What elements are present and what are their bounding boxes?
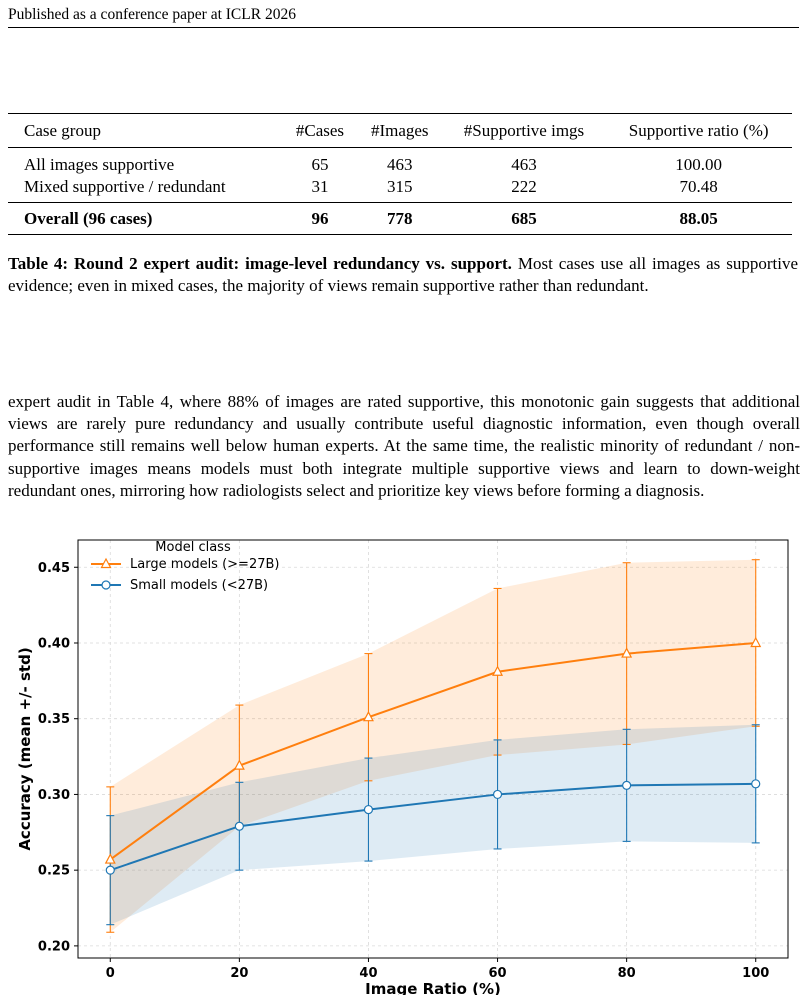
running-header: Published as a conference paper at ICLR … [8,6,296,23]
data-point-triangle [621,647,633,658]
y-tick-label: 0.25 [38,864,70,879]
table-header-row: Case group #Cases #Images #Supportive im… [8,113,792,148]
cell-case-group: All images supportive [24,155,175,174]
table-row: All images supportive 65 463 463 100.00 [8,148,792,177]
data-point-circle [105,865,115,875]
header-rule [8,27,799,28]
cell-supportive-imgs: 463 [511,155,537,174]
table-total-row: Overall (96 cases) 96 778 685 88.05 [8,202,792,235]
series-line-small [109,782,756,872]
data-point-circle [751,779,761,789]
data-point-triangle [492,665,504,676]
std-band-large [110,559,756,933]
col-cases: #Cases [282,113,357,148]
x-tick-label: 0 [106,966,115,981]
y-tick-label: 0.30 [38,788,70,803]
legend: Model class Large models (>=27B) Small mod… [91,540,279,593]
legend-title: Model class [155,540,231,555]
plot-frame [77,539,789,959]
cell-images: 778 [356,202,443,235]
accuracy-chart: 0 20 40 60 80 100 0.20 0.25 0.30 0.35 0.40 0.45 Imag… [16,539,789,995]
data-point-triangle [750,636,762,648]
cell-case-group: Overall (96 cases) [8,202,283,235]
cell-supportive-ratio: 88.05 [605,202,792,235]
cell-case-group: Mixed supportive / redundant [24,177,226,196]
cell-supportive-imgs: 222 [511,177,537,196]
x-tick-label: 20 [230,966,248,981]
table-caption: Table 4: Round 2 expert audit: image-lev… [8,253,798,297]
legend-label: Small models (<27B) [130,578,268,593]
y-tick-label: 0.35 [38,712,70,727]
cell-images: 315 [386,177,413,196]
data-point-circle [622,780,632,790]
x-tick-label: 40 [359,966,377,981]
caption-text: Most cases use all images as supportive … [8,254,799,295]
x-tick-label: 100 [742,966,769,981]
col-supportive-ratio: Supportive ratio (%) [605,113,792,148]
cell-supportive-ratio: 100.00 [675,155,723,174]
data-point-triangle [362,710,374,722]
col-supportive-imgs: #Supportive imgs [442,113,606,148]
y-tick-label: 0.20 [38,939,70,954]
col-case-group: Case group [8,113,283,148]
std-band-small [110,724,756,925]
x-axis-label: Image Ratio (%) [365,980,501,995]
y-axis-label: Accuracy (mean +/- std) [16,647,34,850]
cell-images: 463 [386,155,413,174]
audit-table: Case group #Cases #Images #Supportive im… [8,113,792,235]
body-paragraph: expert audit in Table 4, where 88% of im… [8,392,800,500]
cell-supportive-imgs: 685 [442,202,606,235]
data-point-triangle [233,759,245,770]
y-tick-label: 0.40 [38,636,70,651]
legend-marker-circle [101,580,111,590]
cell-cases: 96 [282,202,357,235]
legend-marker-triangle [100,557,112,569]
cell-cases: 31 [311,177,329,196]
x-tick-label: 60 [488,966,506,981]
data-point-circle [492,789,503,800]
col-images: #Images [356,113,443,148]
series-line-large [109,641,756,861]
y-tick-label: 0.45 [38,561,70,576]
table-row: Mixed supportive / redundant 31 315 222 … [8,176,792,203]
x-tick-label: 80 [618,966,636,981]
data-point-circle [363,804,374,815]
cell-cases: 65 [311,155,329,174]
caption-label: Table 4: Round 2 expert audit: image-lev… [8,254,512,273]
data-point-triangle [104,853,116,864]
cell-supportive-ratio: 70.48 [679,177,718,196]
data-point-circle [234,821,244,831]
legend-label: Large models (>=27B) [130,557,279,572]
